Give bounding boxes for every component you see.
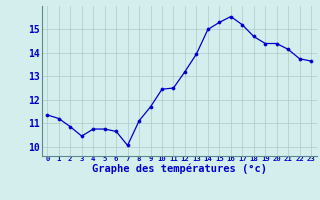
X-axis label: Graphe des températures (°c): Graphe des températures (°c) bbox=[92, 163, 267, 174]
